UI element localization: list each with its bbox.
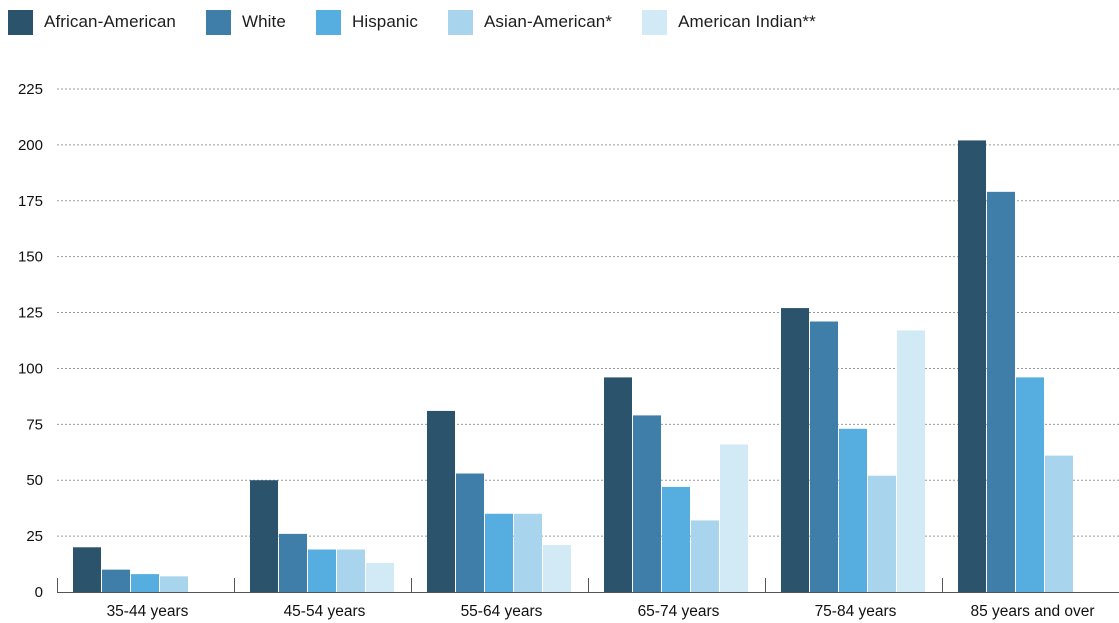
bar-hispanic [308, 549, 336, 592]
bar-asian-american [514, 513, 542, 592]
x-category-label: 85 years and over [970, 603, 1094, 620]
y-tick-label: 200 [18, 137, 43, 154]
bar-african-american [250, 480, 278, 592]
legend-swatch-asian-american [447, 9, 473, 35]
bar-american-indian [366, 562, 394, 592]
legend-swatch-african-american [8, 9, 33, 35]
legend-label-african-american: African-American [44, 12, 176, 31]
legend-label-asian-american: Asian-American* [483, 12, 613, 31]
x-category-label: 75-84 years [815, 603, 897, 620]
bar-white [279, 533, 307, 592]
bar-white [987, 191, 1015, 592]
y-tick-label: 225 [18, 81, 43, 98]
y-tick-label: 125 [18, 305, 43, 322]
bar-white [456, 473, 484, 592]
bar-african-american [427, 410, 455, 592]
y-tick-label: 175 [18, 193, 43, 210]
bar-asian-american [691, 520, 719, 592]
legend-item-american-indian: American Indian** [642, 9, 816, 35]
legend-item-hispanic: Hispanic [315, 9, 418, 35]
x-category-label: 35-44 years [107, 603, 189, 620]
legend-swatch-american-indian [642, 9, 668, 35]
y-tick-label: 25 [26, 528, 43, 545]
bar-asian-american [337, 549, 365, 592]
bar-hispanic [485, 513, 513, 592]
y-tick-label: 100 [18, 360, 43, 377]
bar-hispanic [839, 428, 867, 592]
legend-swatch-hispanic [315, 9, 341, 35]
x-category-label: 65-74 years [638, 603, 720, 620]
legend: African-American White Hispanic Asian-Am… [8, 7, 846, 37]
bar-african-american [958, 140, 986, 592]
bar-african-american [781, 308, 809, 592]
bar-white [102, 569, 130, 592]
bar-hispanic [1016, 377, 1044, 592]
bar-african-american [604, 377, 632, 592]
legend-swatch-white [205, 9, 231, 35]
y-tick-label: 75 [26, 416, 43, 433]
bar-asian-american [160, 576, 188, 592]
y-tick-label: 150 [18, 249, 43, 266]
legend-item-white: White [205, 9, 286, 35]
bar-hispanic [662, 486, 690, 592]
x-category-label: 55-64 years [461, 603, 543, 620]
y-tick-label: 50 [26, 472, 43, 489]
x-category-label: 45-54 years [284, 603, 366, 620]
y-tick-label: 0 [35, 584, 43, 601]
bar-american-indian [897, 330, 925, 592]
legend-item-asian-american: Asian-American* [447, 9, 613, 35]
bar-american-indian [543, 545, 571, 592]
bar-white [633, 415, 661, 592]
bar-white [810, 321, 838, 592]
bar-asian-american [1045, 455, 1073, 592]
bar-american-indian [720, 444, 748, 592]
legend-label-hispanic: Hispanic [351, 12, 418, 31]
bar-african-american [73, 547, 101, 592]
bar-asian-american [868, 475, 896, 592]
bar-hispanic [131, 574, 159, 592]
legend-label-white: White [241, 12, 286, 31]
legend-item-african-american: African-American [8, 9, 176, 35]
legend-label-american-indian: American Indian** [678, 12, 816, 31]
